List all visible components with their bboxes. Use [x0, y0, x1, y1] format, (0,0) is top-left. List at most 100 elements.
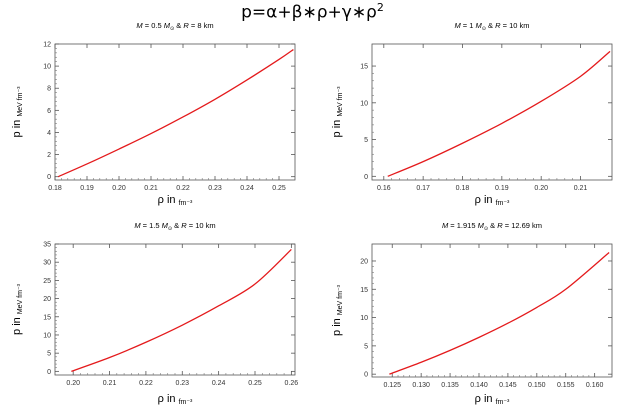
x-tick-label: 0.25 [248, 380, 262, 387]
y-axis-label: p in MeV fm⁻³ [331, 86, 344, 138]
x-axis-label: ρ in fm⁻³ [475, 194, 510, 207]
y-tick-label: 20 [360, 258, 368, 265]
y-tick-label: 0 [364, 174, 368, 181]
x-tick-label: 0.130 [412, 382, 430, 389]
title-msun-symbol: M [164, 21, 171, 30]
x-tick-label: 0.25 [272, 185, 286, 192]
y-label-text: p in [11, 314, 23, 335]
y-label-text: p in [331, 315, 343, 336]
title-msun-symbol: M [476, 21, 483, 30]
figure-title-exponent: 2 [376, 1, 384, 14]
title-m-value: = 0.5 [143, 21, 164, 30]
x-label-unit: fm⁻³ [179, 200, 193, 207]
y-tick-label: 2 [47, 152, 51, 159]
y-tick-label: 5 [47, 351, 51, 358]
title-r-symbol: R [495, 21, 501, 30]
y-label-text: p in [331, 117, 343, 138]
figure-title: p=α+β∗ρ+γ∗ρ2 [0, 1, 625, 23]
x-tick-label: 0.21 [103, 380, 117, 387]
title-r-symbol: R [183, 21, 189, 30]
y-tick-label: 30 [43, 260, 51, 267]
x-tick-label: 0.19 [80, 185, 94, 192]
x-tick-label: 0.160 [586, 382, 604, 389]
title-r-symbol: R [181, 221, 187, 230]
y-tick-label: 10 [360, 315, 368, 322]
series-line [389, 251, 610, 375]
title-r-value: = 8 km [189, 21, 214, 30]
title-amp: & [172, 221, 181, 230]
series-line [57, 48, 294, 178]
y-tick-label: 25 [43, 278, 51, 285]
y-tick-label: 10 [43, 332, 51, 339]
x-tick-label: 0.17 [416, 185, 430, 192]
title-amp: & [486, 21, 495, 30]
title-m-value: = 1 [461, 21, 476, 30]
title-m-symbol: M [442, 221, 449, 230]
title-m-symbol: M [134, 221, 141, 230]
x-tick-label: 0.23 [175, 380, 189, 387]
title-r-value: = 10 km [187, 221, 216, 230]
title-r-value: = 12.69 km [503, 221, 542, 230]
x-label-text: ρ in [158, 194, 179, 206]
chart-panel-3: 0.20 0.21 0.22 0.23 0.24 0.25 0.26 0 5 10 15 20 25 30… [11, 221, 298, 406]
x-tick-label: 0.16 [377, 185, 391, 192]
plot-frame [371, 243, 613, 378]
y-tick-label: 10 [360, 100, 368, 107]
plot-frame [54, 243, 296, 376]
title-sun-subscript: ⊙ [170, 26, 174, 32]
series-line [71, 248, 292, 372]
x-tick-label: 0.18 [456, 185, 470, 192]
y-axis-label: p in MeV fm⁻³ [11, 283, 24, 335]
x-tick-label: 0.24 [212, 380, 226, 387]
x-tick-label: 0.20 [112, 185, 126, 192]
x-label-text: ρ in [475, 194, 496, 206]
title-m-value: = 1.915 [448, 221, 477, 230]
title-msun-symbol: M [162, 221, 169, 230]
x-tick-label: 0.145 [499, 382, 517, 389]
x-tick-label: 0.135 [441, 382, 459, 389]
panel-title: M = 1.5 M⊙ & R = 10 km [134, 221, 215, 232]
x-tick-label: 0.21 [574, 185, 588, 192]
panel-title: M = 1.915 M⊙ & R = 12.69 km [442, 221, 542, 232]
x-tick-label: 0.19 [495, 185, 509, 192]
title-amp: & [174, 21, 183, 30]
x-tick-label: 0.150 [528, 382, 546, 389]
x-tick-label: 0.140 [470, 382, 488, 389]
y-tick-label: 6 [47, 108, 51, 115]
chart-panel-1: 0.18 0.19 0.20 0.21 0.22 0.23 0.24 0.25 0 2 4 6 8 10 1… [11, 21, 296, 207]
y-tick-label: 5 [364, 343, 368, 350]
panel-title: M = 0.5 M⊙ & R = 8 km [136, 21, 213, 32]
title-sun-subscript: ⊙ [168, 226, 172, 232]
x-axis-label: ρ in fm⁻³ [158, 393, 193, 406]
y-axis-label: p in MeV fm⁻³ [331, 284, 344, 336]
chart-panel-4: 0.125 0.130 0.135 0.140 0.145 0.150 0.155 0.160… [331, 221, 613, 406]
y-tick-label: 5 [364, 137, 368, 144]
x-label-text: ρ in [158, 393, 179, 405]
y-tick-label: 12 [43, 42, 51, 49]
x-label-unit: fm⁻³ [179, 399, 193, 406]
x-tick-label: 0.20 [534, 185, 548, 192]
y-tick-label: 0 [47, 369, 51, 376]
x-tick-label: 0.155 [557, 382, 575, 389]
y-label-unit: MeV fm⁻³ [17, 86, 24, 117]
y-tick-label: 15 [43, 314, 51, 321]
y-tick-label: 0 [47, 174, 51, 181]
plot-frame [371, 43, 613, 181]
title-r-value: = 10 km [501, 21, 530, 30]
x-label-unit: fm⁻³ [496, 399, 510, 406]
y-label-unit: MeV fm⁻³ [337, 86, 344, 117]
panel-title: M = 1 M⊙ & R = 10 km [454, 21, 529, 32]
series-line [387, 50, 611, 177]
title-amp: & [488, 221, 497, 230]
y-tick-label: 0 [364, 372, 368, 379]
x-tick-label: 0.23 [208, 185, 222, 192]
x-axis-label: ρ in fm⁻³ [158, 194, 193, 207]
x-tick-label: 0.26 [285, 380, 299, 387]
x-tick-label: 0.22 [176, 185, 190, 192]
y-axis-label: p in MeV fm⁻³ [11, 86, 24, 138]
y-tick-label: 35 [43, 242, 51, 249]
x-axis-label: ρ in fm⁻³ [475, 393, 510, 406]
title-m-value: = 1.5 [141, 221, 162, 230]
